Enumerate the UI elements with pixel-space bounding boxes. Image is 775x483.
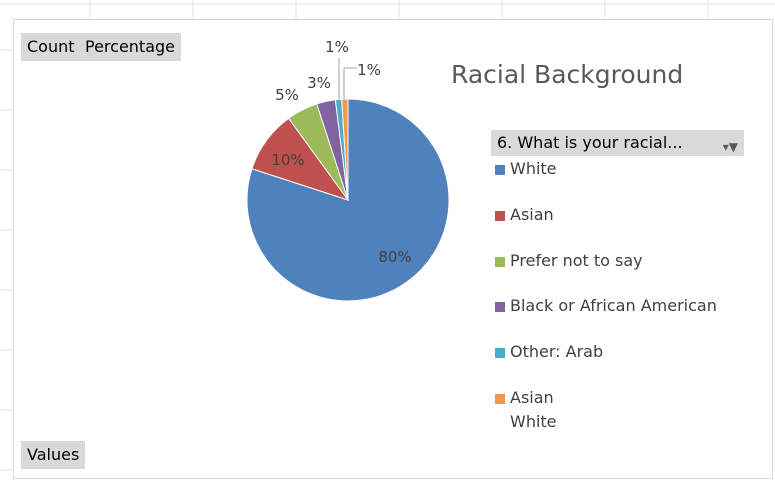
pie-slice-asian-white[interactable]	[341, 98, 349, 201]
count-field-button[interactable]: Count	[21, 33, 81, 61]
data-label-5: 1%	[357, 61, 381, 79]
filter-dropdown-icon[interactable]: ▾▼	[722, 140, 738, 154]
values-field-button[interactable]: Values	[21, 441, 86, 469]
legend-label: Asian	[510, 205, 554, 224]
data-label-1: 10%	[271, 151, 304, 169]
legend-item[interactable]: Prefer not to say	[495, 249, 643, 273]
data-label-4: 1%	[325, 38, 349, 56]
legend-swatch	[495, 211, 505, 221]
legend-field-label: 6. What is your racial...	[497, 133, 683, 152]
legend-filter-header[interactable]: 6. What is your racial... ▾▼	[491, 130, 744, 156]
legend-item[interactable]: Black or African American	[495, 294, 717, 318]
legend-swatch	[495, 257, 505, 267]
legend-item[interactable]: Asian White	[495, 386, 557, 434]
legend-label: Prefer not to say	[510, 251, 643, 270]
leader-line-5	[343, 67, 357, 100]
percentage-field-button[interactable]: Percentage	[79, 33, 182, 61]
legend-label: White	[510, 159, 557, 178]
legend-swatch	[495, 348, 505, 358]
chart-title: Racial Background	[451, 60, 684, 89]
legend-swatch	[495, 394, 505, 404]
legend-label: Other: Arab	[510, 342, 604, 361]
legend-item[interactable]: Other: Arab	[495, 340, 604, 364]
data-label-0: 80%	[378, 248, 411, 266]
data-label-2: 5%	[275, 86, 299, 104]
data-label-3: 3%	[307, 74, 331, 92]
legend-label: Black or African American	[510, 296, 717, 315]
legend-label: Asian	[510, 388, 554, 407]
legend-item[interactable]: White	[495, 157, 557, 181]
legend-label-line2: White	[510, 412, 557, 431]
legend-swatch	[495, 165, 505, 175]
legend-item[interactable]: Asian	[495, 203, 554, 227]
legend-swatch	[495, 302, 505, 312]
